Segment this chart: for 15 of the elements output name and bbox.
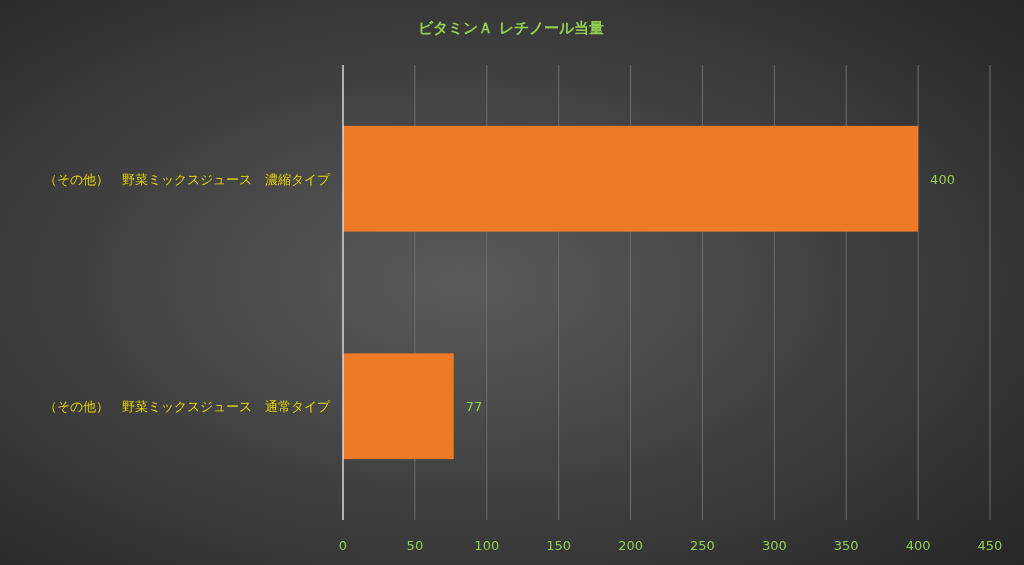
data-label: 77 <box>465 399 483 415</box>
x-tick-label: 250 <box>690 538 715 553</box>
chart-title: ビタミンＡ レチノール当量 <box>418 19 604 37</box>
x-tick-label: 350 <box>833 538 859 553</box>
y-tick-label: （その他） 野菜ミックスジュース 通常タイプ <box>44 399 331 415</box>
data-label: 400 <box>930 171 955 187</box>
x-tick-label: 50 <box>406 538 424 553</box>
x-tick-label: 0 <box>338 538 348 553</box>
x-tick-label: 150 <box>546 538 572 553</box>
x-tick-label: 400 <box>905 538 931 553</box>
x-tick-label: 100 <box>474 538 500 553</box>
y-tick-label: （その他） 野菜ミックスジュース 濃縮タイプ <box>44 171 331 187</box>
x-tick-label: 200 <box>618 538 643 553</box>
x-tick-label: 450 <box>977 538 1003 553</box>
x-tick-label: 300 <box>761 538 787 553</box>
